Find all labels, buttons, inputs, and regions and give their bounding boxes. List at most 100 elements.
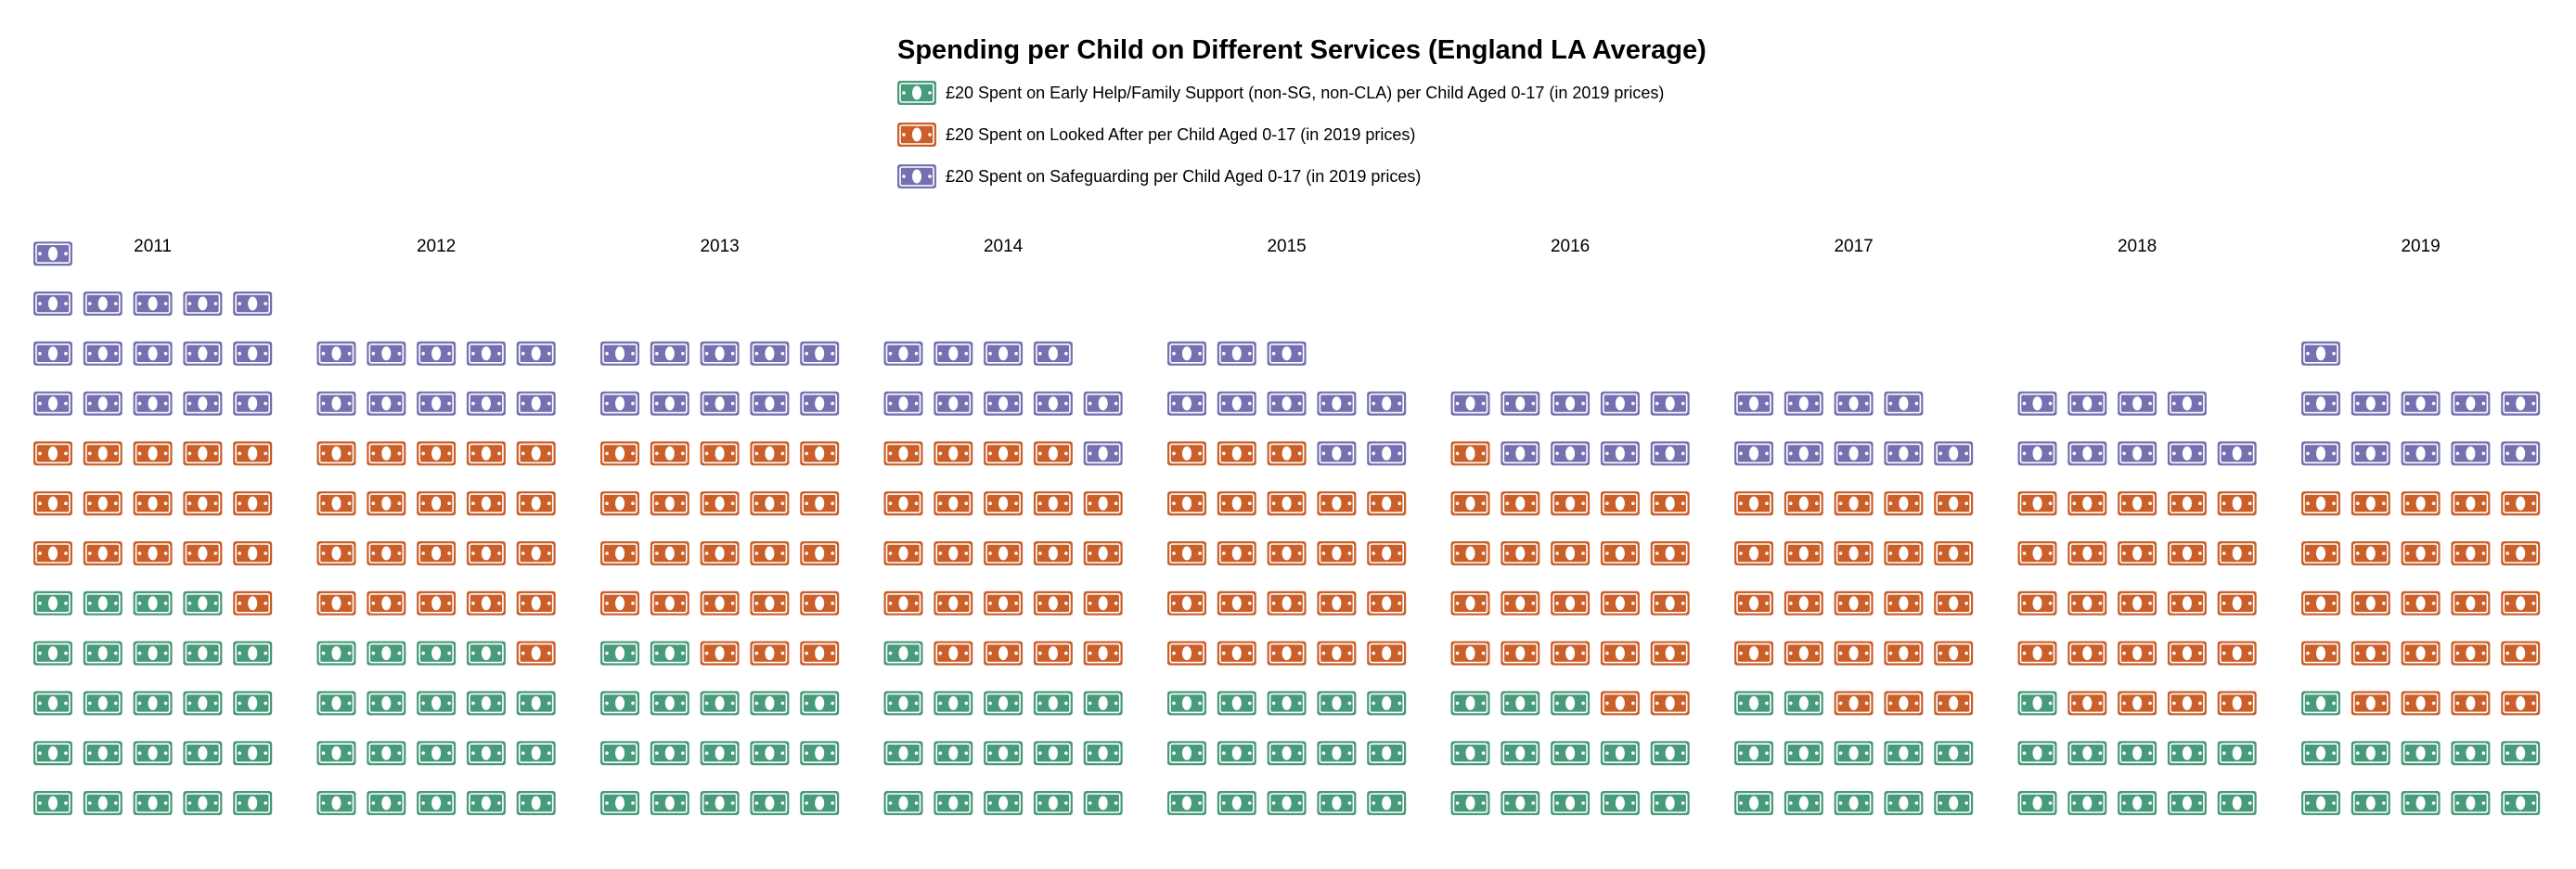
money-icon [800, 441, 840, 466]
money-icon [1217, 491, 1256, 516]
money-icon [1834, 491, 1874, 516]
money-icon [650, 441, 689, 466]
money-icon [1884, 541, 1924, 565]
money-icon [984, 541, 1024, 565]
money-icon [367, 641, 406, 666]
money-icon [1033, 541, 1073, 565]
money-icon [2401, 491, 2441, 516]
money-icon [934, 491, 973, 516]
money-icon [2501, 491, 2541, 516]
money-icon [2451, 441, 2491, 466]
money-icon [2217, 541, 2257, 565]
money-icon [33, 791, 72, 815]
money-icon [233, 641, 273, 666]
money-icon [2167, 741, 2207, 766]
money-icon [1267, 590, 1307, 616]
money-icon [984, 341, 1024, 366]
money-icon [316, 391, 356, 416]
money-icon [1734, 441, 1773, 466]
money-icon [1884, 441, 1924, 466]
legend-item: £20 Spent on Safeguarding per Child Aged… [897, 163, 1421, 189]
money-icon [417, 791, 457, 815]
money-icon [650, 491, 689, 516]
money-icon [1501, 541, 1540, 565]
money-icon [1083, 791, 1123, 815]
money-icon [316, 741, 356, 766]
legend-label: £20 Spent on Early Help/Family Support (… [946, 83, 1665, 102]
money-icon [897, 81, 936, 105]
money-icon [1450, 491, 1490, 516]
money-icon [1217, 541, 1256, 565]
money-icon [183, 441, 223, 466]
money-icon [2401, 590, 2441, 616]
money-icon [750, 391, 790, 416]
money-icon [1083, 691, 1123, 716]
money-icon [1650, 641, 1690, 666]
money-icon [1501, 641, 1540, 666]
money-icon [1033, 391, 1073, 416]
money-icon [516, 590, 556, 616]
money-icon [1551, 441, 1591, 466]
money-icon [650, 641, 689, 666]
money-icon [83, 441, 122, 466]
money-icon [984, 590, 1024, 616]
money-icon [316, 791, 356, 815]
money-icon [2351, 491, 2390, 516]
money-icon [2167, 590, 2207, 616]
money-icon [33, 341, 72, 366]
money-icon [1934, 590, 1974, 616]
money-icon [1501, 491, 1540, 516]
money-icon [2118, 691, 2157, 716]
money-icon [650, 391, 689, 416]
money-icon [2167, 641, 2207, 666]
money-icon [466, 641, 506, 666]
money-icon [1033, 341, 1073, 366]
money-icon [1551, 691, 1591, 716]
money-icon [1217, 441, 1256, 466]
money-icon [466, 341, 506, 366]
money-icon [984, 641, 1024, 666]
money-icon [367, 541, 406, 565]
money-icon [1834, 541, 1874, 565]
money-icon [1734, 590, 1773, 616]
money-icon [1217, 791, 1256, 815]
legend-label: £20 Spent on Looked After per Child Aged… [946, 124, 1416, 144]
money-icon [83, 341, 122, 366]
money-icon [233, 541, 273, 565]
money-icon [2167, 491, 2207, 516]
money-icon [2351, 541, 2390, 565]
year-label: 2012 [416, 237, 457, 256]
legend-swatch [897, 81, 936, 105]
money-icon [183, 341, 223, 366]
money-icon [2501, 791, 2541, 815]
year-label: 2019 [2401, 237, 2441, 256]
money-icon [367, 341, 406, 366]
money-icon [700, 641, 740, 666]
money-icon [233, 441, 273, 466]
money-icon [33, 241, 72, 266]
money-icon [2451, 641, 2491, 666]
money-icon [417, 641, 457, 666]
money-icon [2118, 441, 2157, 466]
money-icon [233, 341, 273, 366]
money-icon [367, 791, 406, 815]
money-icon [1317, 791, 1357, 815]
money-icon [1600, 641, 1640, 666]
money-icon [1934, 491, 1974, 516]
money-icon [1600, 491, 1640, 516]
money-icon [1600, 741, 1640, 766]
money-icon [183, 590, 223, 616]
money-icon [1367, 441, 1407, 466]
money-icon [1367, 641, 1407, 666]
money-icon [1650, 441, 1690, 466]
money-icon [1267, 391, 1307, 416]
money-icon [516, 391, 556, 416]
year-label: 2015 [1267, 237, 1307, 256]
money-icon [1834, 791, 1874, 815]
money-icon [883, 441, 923, 466]
money-icon [2301, 391, 2340, 416]
money-icon [1784, 541, 1823, 565]
money-icon [600, 691, 639, 716]
money-icon [1650, 491, 1690, 516]
money-icon [600, 641, 639, 666]
